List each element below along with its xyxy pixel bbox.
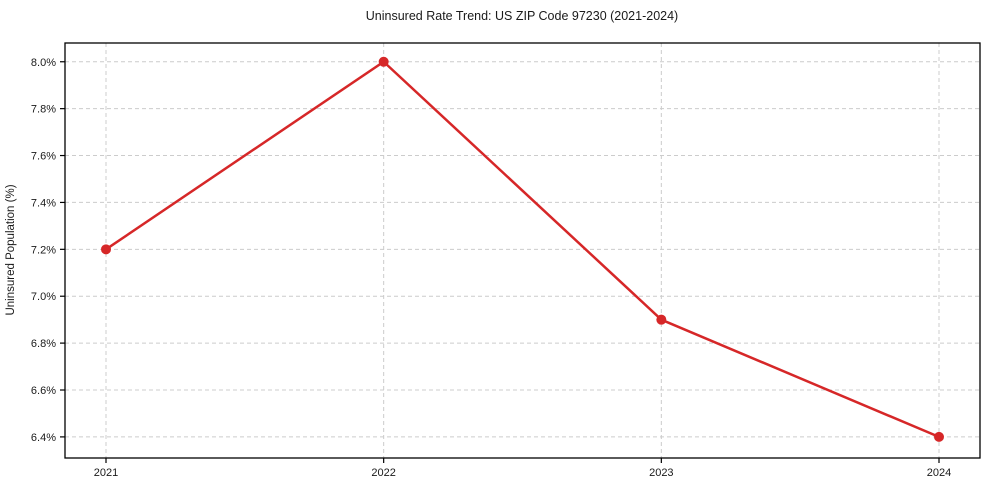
data-point-marker <box>934 431 944 442</box>
y-tick-label: 7.2% <box>31 244 56 256</box>
data-point-marker <box>101 244 111 255</box>
y-tick-label: 6.8% <box>31 338 56 350</box>
x-tick-label: 2024 <box>927 467 951 479</box>
y-tick-label: 6.6% <box>31 385 56 397</box>
chart-title: Uninsured Rate Trend: US ZIP Code 97230 … <box>366 9 678 23</box>
data-point-marker <box>656 314 667 325</box>
data-point-marker <box>378 56 389 67</box>
x-tick-label: 2023 <box>649 467 673 479</box>
y-tick-label: 8.0% <box>31 57 56 69</box>
y-axis-label: Uninsured Population (%) <box>5 184 17 315</box>
y-tick-label: 7.4% <box>31 197 56 209</box>
y-tick-label: 7.6% <box>31 151 56 163</box>
trend-line <box>104 60 941 439</box>
axis-layer: 6.4% 6.6% 6.8% 7.0% 7.2% 7.4% 7.6% 7.8% 8.0% 2021… <box>31 42 981 479</box>
y-tick-label: 6.4% <box>31 432 56 444</box>
grid-layer <box>65 43 980 458</box>
x-tick-label: 2022 <box>371 467 395 479</box>
plot-border <box>64 42 981 459</box>
y-tick-label: 7.0% <box>31 291 56 303</box>
series-layer <box>101 56 944 442</box>
x-tick-label: 2021 <box>94 467 118 479</box>
y-tick-label: 7.8% <box>31 104 56 116</box>
